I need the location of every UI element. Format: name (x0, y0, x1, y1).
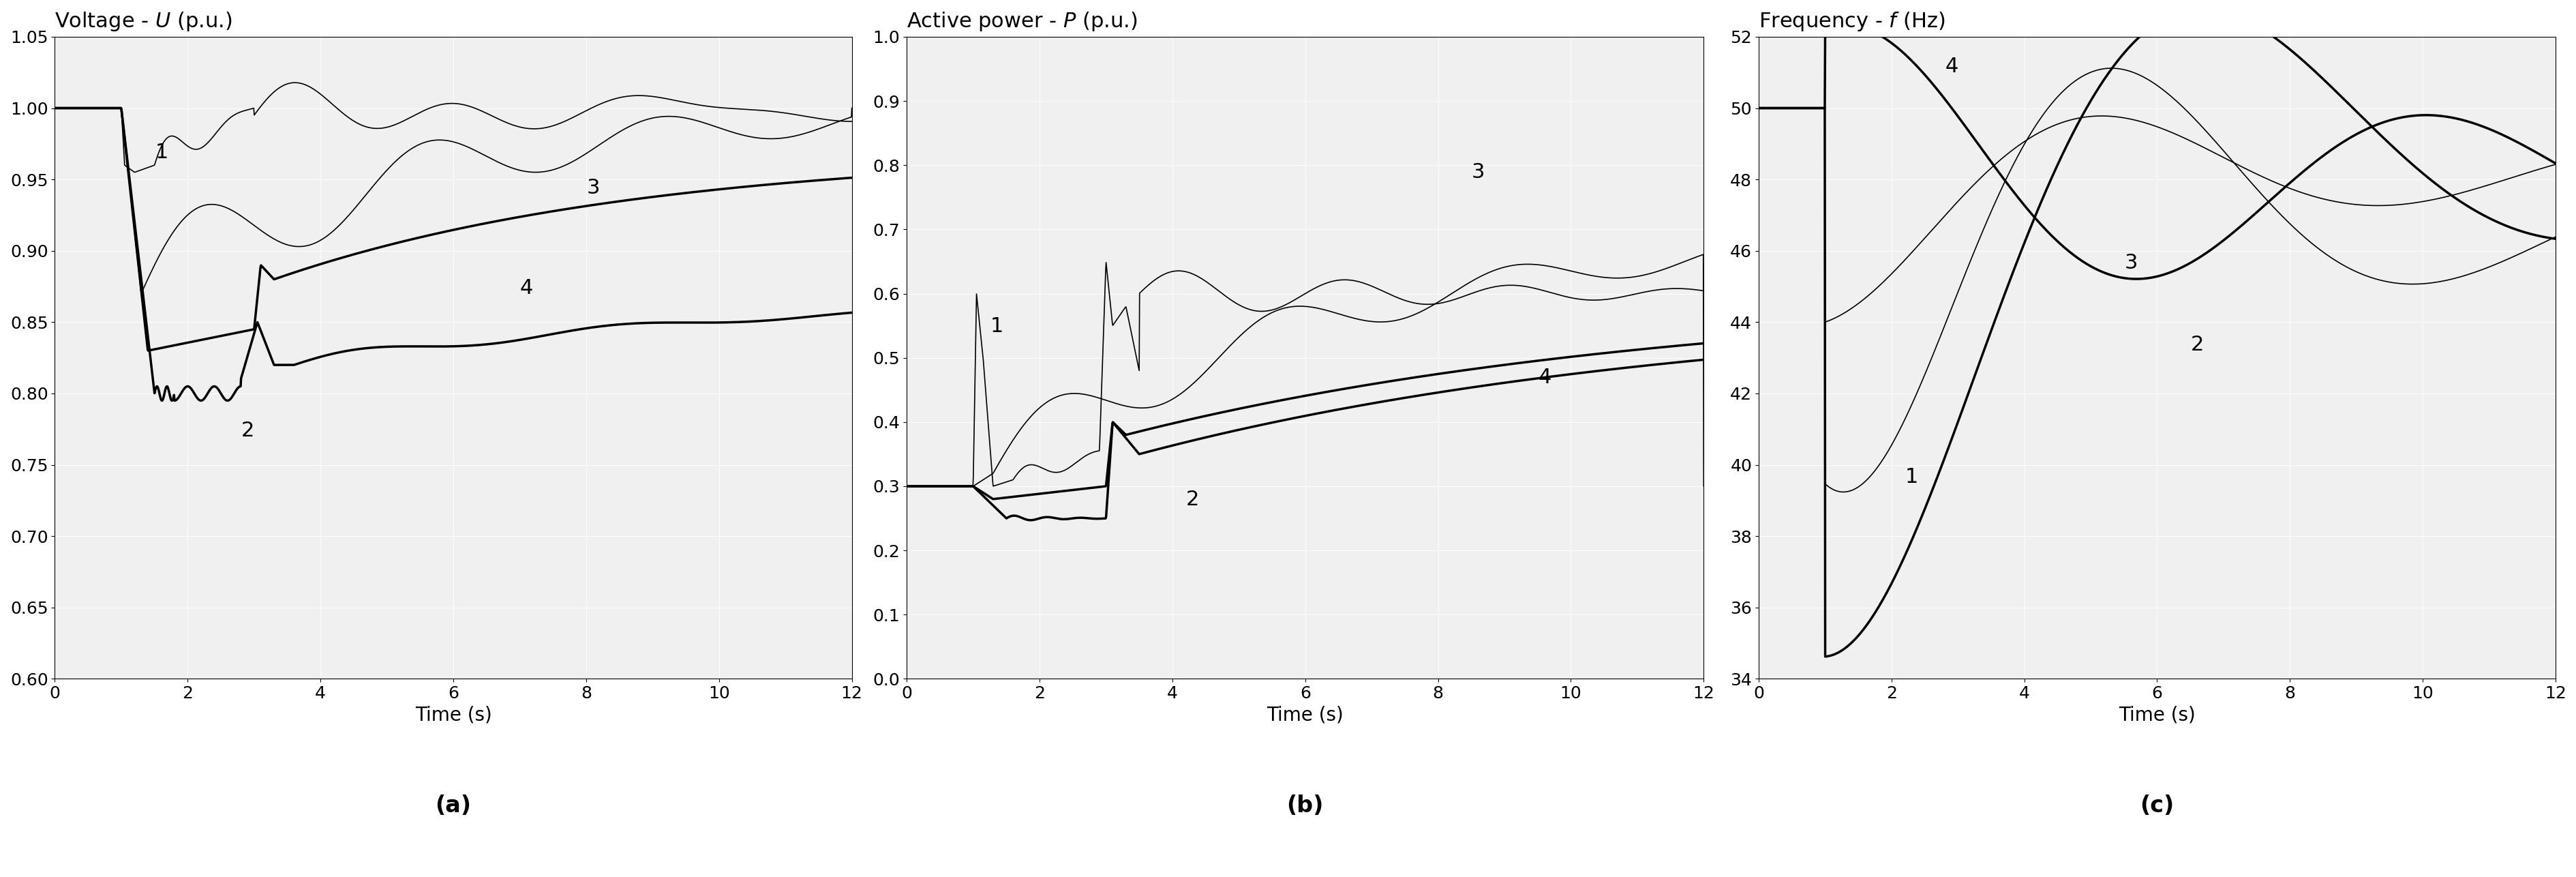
Text: $1$: $1$ (989, 317, 1002, 336)
Text: $3$: $3$ (2123, 253, 2136, 273)
X-axis label: Time (s): Time (s) (1267, 706, 1342, 724)
Text: $2$: $2$ (240, 421, 252, 440)
Text: $1$: $1$ (155, 142, 167, 162)
Text: Active power - $P$ (p.u.): Active power - $P$ (p.u.) (907, 11, 1136, 32)
Text: (b): (b) (1285, 795, 1324, 817)
Text: $4$: $4$ (520, 278, 533, 297)
Text: (a): (a) (435, 795, 471, 817)
Text: Frequency - $f$ (Hz): Frequency - $f$ (Hz) (1759, 11, 1945, 32)
Text: $4$: $4$ (1538, 367, 1551, 388)
Text: $2$: $2$ (2190, 335, 2202, 355)
Text: $1$: $1$ (1904, 467, 1917, 487)
Text: $3$: $3$ (1471, 162, 1484, 182)
Text: $2$: $2$ (1185, 490, 1198, 510)
Text: (c): (c) (2141, 795, 2174, 817)
Text: $3$: $3$ (585, 178, 600, 198)
Text: $4$: $4$ (1945, 57, 1958, 76)
X-axis label: Time (s): Time (s) (2117, 706, 2195, 724)
Text: Voltage - $U$ (p.u.): Voltage - $U$ (p.u.) (54, 11, 232, 32)
X-axis label: Time (s): Time (s) (415, 706, 492, 724)
